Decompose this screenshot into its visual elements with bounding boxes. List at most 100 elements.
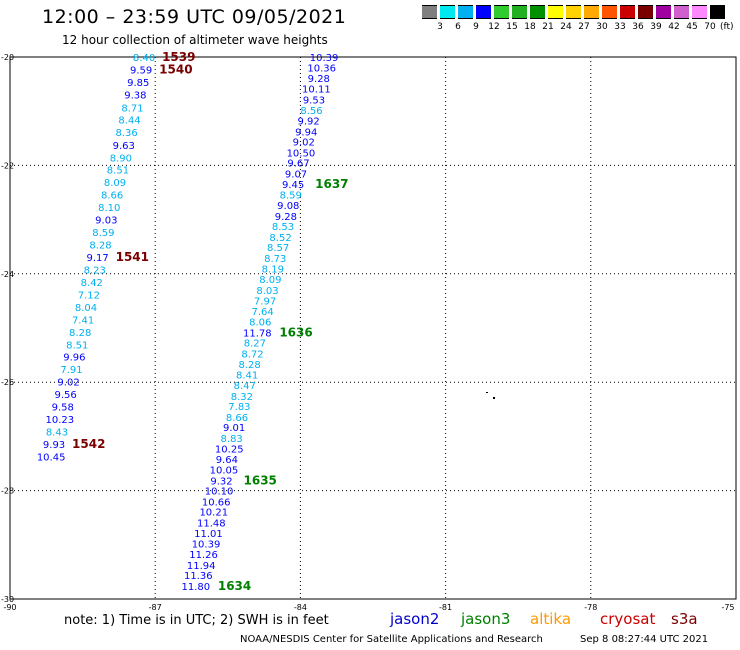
wave-height-value: 9.67 [287,159,309,170]
wave-height-value: 8.28 [89,241,111,252]
wave-height-value: 8.06 [249,317,271,328]
wave-height-value: 9.56 [55,390,77,401]
wave-height-value: 9.85 [127,78,149,89]
wave-height-value: 8.40 [133,53,155,64]
wave-height-value: 8.56 [300,106,322,117]
wave-height-value: 8.36 [116,128,138,139]
wave-height-value: 11.36 [184,571,213,582]
legend-swatch [494,5,509,19]
wave-height-value: 10.05 [210,465,239,476]
wave-height-value: 8.90 [110,153,132,164]
wave-height-value: 10.66 [202,497,231,508]
legend-label: 6 [455,22,461,32]
wave-height-map: 8.409.59 9.859.38 8.718.44 8.36 9.638.90 8.51… [1,50,737,610]
wave-height-value: 8.42 [81,278,103,289]
lon-tick-label: -75 [721,603,734,610]
legend-swatch [458,5,473,19]
wave-height-value: 11.78 [243,328,272,339]
wave-height-value: 8.51 [66,340,88,351]
legend-label: 39 [650,22,662,32]
track-time-label: 1541 [116,250,149,264]
wave-height-value: 11.26 [189,550,218,561]
wave-height-value: 8.52 [269,233,291,244]
wave-height-value: 8.53 [272,222,294,233]
altimeter-tracks: 8.409.59 9.859.38 8.718.44 8.36 9.638.90 8.51… [37,50,349,593]
lat-tick-label: -28 [1,487,14,496]
wave-height-value: 9.45 [282,180,304,191]
lat-tick-label: -22 [1,161,14,170]
legend-label: 3 [437,22,443,32]
wave-height-value: 9.07 [285,170,307,181]
wave-height-value: 9.17 [86,253,108,264]
wave-height-value: 9.02 [57,378,79,389]
lon-tick-label: -90 [3,603,16,610]
wave-height-value: 10.10 [205,487,234,498]
wave-height-value: 10.21 [199,508,228,519]
wave-height-value: 9.64 [216,455,238,466]
legend-swatch [530,5,545,19]
lon-tick-label: -81 [439,603,452,610]
wave-height-value: 10.39 [310,53,339,64]
wave-height-value: 7.64 [252,307,274,318]
legend-swatch [476,5,491,19]
footer-note: note: 1) Time is in UTC; 2) SWH is in fe… [64,613,329,628]
wave-height-value: 8.83 [221,434,243,445]
track-time-label: 1637 [315,177,348,191]
wave-height-value: 10.36 [307,63,336,74]
wave-height-value: 8.44 [118,115,140,126]
legend-label: 12 [488,22,500,32]
legend-swatch [440,5,455,19]
wave-height-value: 10.50 [287,148,316,159]
wave-height-value: 9.02 [293,138,315,149]
wave-height-value: 8.59 [280,191,302,202]
legend-label: 9 [473,22,479,32]
wave-height-value: 8.32 [231,392,253,403]
wave-height-value: 8.09 [259,275,281,286]
satellite-jason2: jason2 [390,610,440,628]
legend-swatch [584,5,599,19]
satellite-cryosat: cryosat [600,610,656,628]
legend-swatch [548,5,563,19]
track-time-label: 1635 [244,473,277,487]
wave-height-value: 9.53 [303,95,325,106]
wave-height-value: 8.57 [267,243,289,254]
wave-height-value: 8.51 [107,166,129,177]
lon-tick-label: -78 [584,603,597,610]
wave-height-value: 8.59 [92,228,114,239]
wave-height-value: 8.73 [264,254,286,265]
wave-height-value: 10.45 [37,452,66,463]
legend-unit: (ft) [720,22,734,32]
legend-label: 24 [560,22,572,32]
legend-label: 70 [704,22,716,32]
legend-label: 21 [542,22,554,32]
legend-swatch [620,5,635,19]
wave-height-value: 11.01 [194,529,223,540]
track-time-label: 1636 [279,325,312,339]
wave-height-value: 9.63 [113,141,135,152]
legend-swatch [602,5,617,19]
wave-height-value: 9.38 [124,90,146,101]
wave-height-value: 8.23 [84,265,106,276]
wave-height-value: 7.97 [254,296,276,307]
track-time-label: 1539 [162,50,195,64]
wave-height-value: 8.66 [101,191,123,202]
wave-height-value: 7.41 [72,315,94,326]
wave-height-value: 8.71 [121,103,143,114]
legend-label: 33 [614,22,626,32]
wave-height-value: 8.72 [241,349,263,360]
legend-label: 15 [506,22,518,32]
legend-swatch [422,5,437,19]
wave-height-value: 8.43 [46,428,68,439]
footer-timestamp: Sep 8 08:27:44 UTC 2021 [580,634,709,645]
map-frame [9,56,737,600]
track-time-label: 1634 [218,579,251,593]
wave-height-value: 8.19 [262,264,284,275]
wave-height-value: 9.28 [308,74,330,85]
legend-label: 30 [596,22,608,32]
satellite-altika: altika [530,610,572,628]
legend-swatch [638,5,653,19]
wave-height-value: 10.39 [192,540,221,551]
wave-height-value: 9.94 [295,127,317,138]
lon-tick-label: -87 [149,603,162,610]
wave-height-value: 9.92 [297,116,319,127]
